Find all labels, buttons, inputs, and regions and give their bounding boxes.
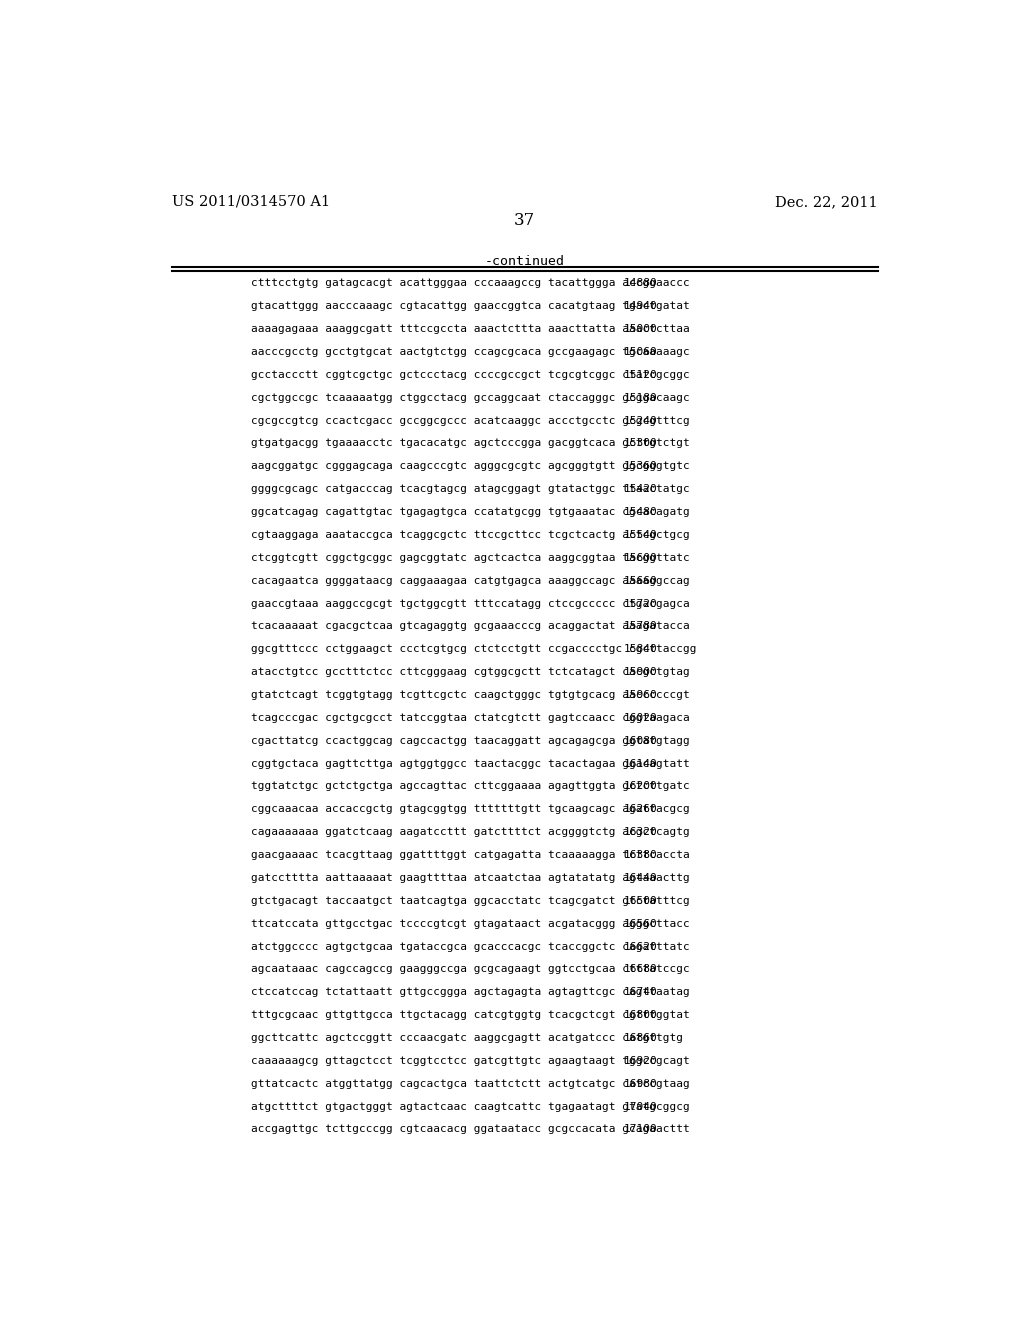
Text: 16800: 16800 — [624, 1010, 657, 1020]
Text: 15300: 15300 — [624, 438, 657, 449]
Text: 15360: 15360 — [624, 461, 657, 471]
Text: 15060: 15060 — [624, 347, 657, 356]
Text: atgcttttct gtgactgggt agtactcaac caagtcattc tgagaatagt gtatgcggcg: atgcttttct gtgactgggt agtactcaac caagtca… — [251, 1102, 690, 1111]
Text: ctttcctgtg gatagcacgt acattgggaa cccaaagccg tacattggga accggaaccc: ctttcctgtg gatagcacgt acattgggaa cccaaag… — [251, 279, 690, 288]
Text: accgagttgc tcttgcccgg cgtcaacacg ggataatacc gcgccacata gcagaacttt: accgagttgc tcttgcccgg cgtcaacacg ggataat… — [251, 1125, 690, 1134]
Text: 16680: 16680 — [624, 965, 657, 974]
Text: tggtatctgc gctctgctga agccagttac cttcggaaaa agagttggta gctcttgatc: tggtatctgc gctctgctga agccagttac cttcgga… — [251, 781, 690, 792]
Text: 16200: 16200 — [624, 781, 657, 792]
Text: ggcttcattc agctccggtt cccaacgatc aaggcgagtt acatgatccc catgttgtg: ggcttcattc agctccggtt cccaacgatc aaggcga… — [251, 1034, 683, 1043]
Text: 16020: 16020 — [624, 713, 657, 723]
Text: cggcaaacaa accaccgctg gtagcggtgg tttttttgtt tgcaagcagc agattacgcg: cggcaaacaa accaccgctg gtagcggtgg ttttttt… — [251, 804, 690, 814]
Text: 15180: 15180 — [624, 392, 657, 403]
Text: 15240: 15240 — [624, 416, 657, 425]
Text: 16140: 16140 — [624, 759, 657, 768]
Text: cgcgccgtcg ccactcgacc gccggcgccc acatcaaggc accctgcctc gcgcgtttcg: cgcgccgtcg ccactcgacc gccggcgccc acatcaa… — [251, 416, 690, 425]
Text: 15480: 15480 — [624, 507, 657, 517]
Text: cagaaaaaaa ggatctcaag aagatccttt gatcttttct acggggtctg acgctcagtg: cagaaaaaaa ggatctcaag aagatccttt gatcttt… — [251, 828, 690, 837]
Text: gatcctttta aattaaaaat gaagttttaa atcaatctaa agtatatatg agtaaacttg: gatcctttta aattaaaaat gaagttttaa atcaatc… — [251, 873, 690, 883]
Text: cgacttatcg ccactggcag cagccactgg taacaggatt agcagagcga ggtatgtagg: cgacttatcg ccactggcag cagccactgg taacagg… — [251, 735, 690, 746]
Text: 16980: 16980 — [624, 1078, 657, 1089]
Text: gaaccgtaaa aaggccgcgt tgctggcgtt tttccatagg ctccgccccc ctgacgagca: gaaccgtaaa aaggccgcgt tgctggcgtt tttccat… — [251, 598, 690, 609]
Text: 17100: 17100 — [624, 1125, 657, 1134]
Text: ctcggtcgtt cggctgcggc gagcggtatc agctcactca aaggcggtaa tacggttatc: ctcggtcgtt cggctgcggc gagcggtatc agctcac… — [251, 553, 690, 562]
Text: gtatctcagt tcggtgtagg tcgttcgctc caagctgggc tgtgtgcacg aaccccccgt: gtatctcagt tcggtgtagg tcgttcgctc caagctg… — [251, 690, 690, 700]
Text: US 2011/0314570 A1: US 2011/0314570 A1 — [172, 195, 330, 209]
Text: Dec. 22, 2011: Dec. 22, 2011 — [775, 195, 878, 209]
Text: 15120: 15120 — [624, 370, 657, 380]
Text: 16320: 16320 — [624, 828, 657, 837]
Text: gttatcactc atggttatgg cagcactgca taattctctt actgtcatgc catccgtaag: gttatcactc atggttatgg cagcactgca taattct… — [251, 1078, 690, 1089]
Text: agcaataaac cagccagccg gaagggccga gcgcagaagt ggtcctgcaa ctttatccgc: agcaataaac cagccagccg gaagggccga gcgcaga… — [251, 965, 690, 974]
Text: 15720: 15720 — [624, 598, 657, 609]
Text: 16500: 16500 — [624, 896, 657, 906]
Text: 16260: 16260 — [624, 804, 657, 814]
Text: 15660: 15660 — [624, 576, 657, 586]
Text: cgtaaggaga aaataccgca tcaggcgctc ttccgcttcc tcgctcactg actcgctgcg: cgtaaggaga aaataccgca tcaggcgctc ttccgct… — [251, 529, 690, 540]
Text: aagcggatgc cgggagcaga caagcccgtc agggcgcgtc agcgggtgtt ggcgggtgtc: aagcggatgc cgggagcaga caagcccgtc agggcgc… — [251, 461, 690, 471]
Text: ggcatcagag cagattgtac tgagagtgca ccatatgcgg tgtgaaatac cgcacagatg: ggcatcagag cagattgtac tgagagtgca ccatatg… — [251, 507, 690, 517]
Text: gaacgaaaac tcacgttaag ggattttggt catgagatta tcaaaaagga tcttcaccta: gaacgaaaac tcacgttaag ggattttggt catgaga… — [251, 850, 690, 861]
Text: tcagcccgac cgctgcgcct tatccggtaa ctatcgtctt gagtccaacc cggtaagaca: tcagcccgac cgctgcgcct tatccggtaa ctatcgt… — [251, 713, 690, 723]
Text: cacagaatca ggggataacg caggaaagaa catgtgagca aaaggccagc aaaaggccag: cacagaatca ggggataacg caggaaagaa catgtga… — [251, 576, 690, 586]
Text: gtctgacagt taccaatgct taatcagtga ggcacctatc tcagcgatct gtctatttcg: gtctgacagt taccaatgct taatcagtga ggcacct… — [251, 896, 690, 906]
Text: gtgatgacgg tgaaaacctc tgacacatgc agctcccgga gacggtcaca gcttgtctgt: gtgatgacgg tgaaaacctc tgacacatgc agctccc… — [251, 438, 690, 449]
Text: ctccatccag tctattaatt gttgccggga agctagagta agtagttcgc cagttaatag: ctccatccag tctattaatt gttgccggga agctaga… — [251, 987, 690, 998]
Text: 15000: 15000 — [624, 325, 657, 334]
Text: 16920: 16920 — [624, 1056, 657, 1065]
Text: 15780: 15780 — [624, 622, 657, 631]
Text: gcctaccctt cggtcgctgc gctccctacg ccccgccgct tcgcgtcggc ctatcgcggc: gcctaccctt cggtcgctgc gctccctacg ccccgcc… — [251, 370, 690, 380]
Text: 17040: 17040 — [624, 1102, 657, 1111]
Text: -continued: -continued — [484, 255, 565, 268]
Text: 15540: 15540 — [624, 529, 657, 540]
Text: atctggcccc agtgctgcaa tgataccgca gcacccacgc tcaccggctc cagatttatc: atctggcccc agtgctgcaa tgataccgca gcaccca… — [251, 941, 690, 952]
Text: ttcatccata gttgcctgac tccccgtcgt gtagataact acgatacggg agggcttacc: ttcatccata gttgcctgac tccccgtcgt gtagata… — [251, 919, 690, 929]
Text: 37: 37 — [514, 213, 536, 230]
Text: cgctggccgc tcaaaaatgg ctggcctacg gccaggcaat ctaccagggc gcggacaagc: cgctggccgc tcaaaaatgg ctggcctacg gccaggc… — [251, 392, 690, 403]
Text: 15960: 15960 — [624, 690, 657, 700]
Text: 15840: 15840 — [624, 644, 657, 655]
Text: 16080: 16080 — [624, 735, 657, 746]
Text: 16620: 16620 — [624, 941, 657, 952]
Text: 16560: 16560 — [624, 919, 657, 929]
Text: ggcgtttccc cctggaagct ccctcgtgcg ctctcctgtt ccgacccctgc cgcttaccgg: ggcgtttccc cctggaagct ccctcgtgcg ctctcct… — [251, 644, 696, 655]
Text: 15420: 15420 — [624, 484, 657, 494]
Text: caaaaaagcg gttagctcct tcggtcctcc gatcgttgtc agaagtaagt tggccgcagt: caaaaaagcg gttagctcct tcggtcctcc gatcgtt… — [251, 1056, 690, 1065]
Text: aaaagagaaa aaaggcgatt tttccgccta aaactcttta aaacttatta aaactcttaa: aaaagagaaa aaaggcgatt tttccgccta aaactct… — [251, 325, 690, 334]
Text: 16740: 16740 — [624, 987, 657, 998]
Text: 14940: 14940 — [624, 301, 657, 312]
Text: gtacattggg aacccaaagc cgtacattgg gaaccggtca cacatgtaag tgactgatat: gtacattggg aacccaaagc cgtacattgg gaaccgg… — [251, 301, 690, 312]
Text: 15600: 15600 — [624, 553, 657, 562]
Text: 16380: 16380 — [624, 850, 657, 861]
Text: 16860: 16860 — [624, 1034, 657, 1043]
Text: tcacaaaaat cgacgctcaa gtcagaggtg gcgaaacccg acaggactat aaagatacca: tcacaaaaat cgacgctcaa gtcagaggtg gcgaaac… — [251, 622, 690, 631]
Text: cggtgctaca gagttcttga agtggtggcc taactacggc tacactagaa ggacagtatt: cggtgctaca gagttcttga agtggtggcc taactac… — [251, 759, 690, 768]
Text: ggggcgcagc catgacccag tcacgtagcg atagcggagt gtatactggc ttaactatgc: ggggcgcagc catgacccag tcacgtagcg atagcgg… — [251, 484, 690, 494]
Text: 15900: 15900 — [624, 667, 657, 677]
Text: aacccgcctg gcctgtgcat aactgtctgg ccagcgcaca gccgaagagc tgcaaaaagc: aacccgcctg gcctgtgcat aactgtctgg ccagcgc… — [251, 347, 690, 356]
Text: 14880: 14880 — [624, 279, 657, 288]
Text: 16440: 16440 — [624, 873, 657, 883]
Text: atacctgtcc gcctttctcc cttcgggaag cgtggcgctt tctcatagct cacgctgtag: atacctgtcc gcctttctcc cttcgggaag cgtggcg… — [251, 667, 690, 677]
Text: tttgcgcaac gttgttgcca ttgctacagg catcgtggtg tcacgctcgt cgtttggtat: tttgcgcaac gttgttgcca ttgctacagg catcgtg… — [251, 1010, 690, 1020]
